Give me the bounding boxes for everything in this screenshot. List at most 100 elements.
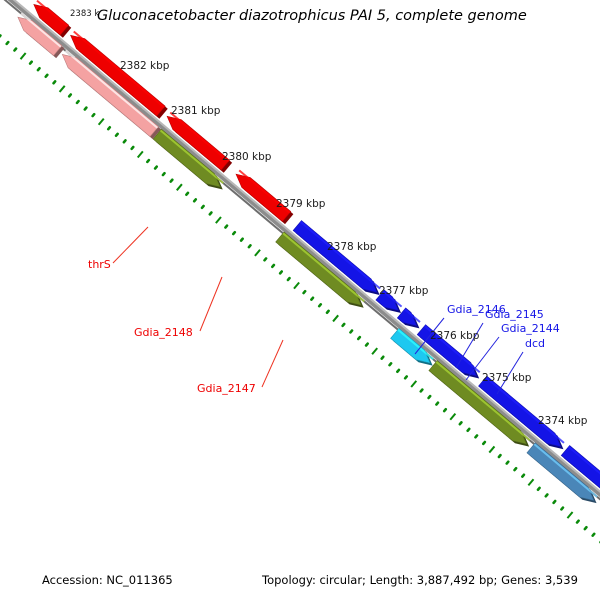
gene-arrow[interactable] — [70, 30, 168, 119]
ruler-minor-tick — [481, 440, 487, 446]
ruler-minor-tick — [224, 224, 229, 229]
axis-tick-label: 2375 kbp — [482, 372, 532, 384]
ruler-minor-tick — [591, 532, 596, 537]
axis-tick-label: 2377 kbp — [379, 285, 429, 297]
gene-body[interactable] — [275, 231, 362, 306]
gene-arrow[interactable] — [375, 289, 403, 313]
gene-arrow[interactable] — [390, 328, 434, 366]
ruler-minor-tick — [83, 106, 88, 111]
ruler-minor-tick — [153, 165, 158, 170]
gene-body[interactable] — [375, 289, 399, 311]
ruler-minor-tick — [474, 434, 479, 439]
gene-arrow[interactable] — [292, 220, 381, 295]
gene-body[interactable] — [292, 220, 378, 293]
ruler-minor-tick — [388, 362, 393, 367]
ruler-minor-tick — [263, 257, 268, 262]
gene-body[interactable] — [396, 307, 418, 327]
ruler-minor-tick — [583, 525, 588, 531]
ruler-minor-tick — [247, 244, 252, 249]
gene-arrow[interactable] — [33, 0, 72, 38]
ruler-minor-tick — [67, 93, 73, 98]
gene-highlight — [169, 111, 230, 163]
ruler-minor-tick — [364, 342, 369, 347]
ruler-minor-tick — [185, 191, 190, 197]
axis-tick-label: 2376 kbp — [430, 330, 480, 342]
gene-label-Gdia_2146[interactable]: Gdia_2146 — [447, 303, 506, 316]
ruler-minor-tick — [91, 112, 96, 118]
gene-arrow[interactable] — [478, 375, 565, 450]
ruler-minor-tick — [106, 126, 112, 131]
gene-highlight — [159, 129, 224, 184]
axis-tick-label: 2374 kbp — [538, 415, 588, 427]
gene-label-dcd[interactable]: dcd — [525, 337, 545, 350]
gene-arrow[interactable] — [17, 12, 65, 59]
gene-body[interactable] — [560, 445, 600, 499]
ruler-minor-tick — [466, 427, 471, 433]
gene-label-leader — [199, 276, 223, 332]
label-leader-lines — [112, 226, 524, 395]
ruler-minor-tick — [419, 388, 424, 393]
ruler-major-tick — [176, 183, 183, 191]
gene-body[interactable] — [152, 128, 221, 188]
ruler-minor-tick — [560, 506, 565, 511]
accession-text: Accession: NC_011365 — [42, 573, 173, 587]
gene-arrow[interactable] — [235, 169, 294, 225]
axis-tick-label: 2383 k — [70, 9, 99, 19]
gene-track[interactable] — [0, 0, 600, 504]
gene-label-leader — [465, 336, 500, 381]
ruler-major-tick — [97, 117, 105, 126]
ruler-minor-tick — [349, 329, 354, 334]
ruler-major-tick — [58, 85, 66, 93]
ruler-minor-tick — [146, 158, 151, 164]
gene-highlight — [382, 290, 403, 308]
ruler-major-tick — [371, 347, 379, 355]
ruler-minor-tick — [317, 303, 323, 308]
gene-label-Gdia_2145[interactable]: Gdia_2145 — [485, 308, 544, 321]
ruler-minor-tick — [403, 375, 409, 380]
gene-body[interactable] — [526, 442, 595, 501]
axis-tick-label: 2379 kbp — [276, 198, 326, 210]
ruler-minor-tick — [192, 198, 198, 203]
gene-body[interactable] — [428, 360, 528, 445]
ruler-major-tick — [566, 511, 574, 519]
gene-arrow[interactable] — [428, 360, 531, 447]
gene-label-Gdia_2144[interactable]: Gdia_2144 — [501, 322, 560, 335]
ruler-major-tick — [254, 249, 261, 257]
gene-highlight — [238, 169, 291, 214]
gene-label-leader — [455, 322, 484, 369]
ruler-minor-tick — [575, 519, 580, 524]
gene-arrow[interactable] — [61, 49, 162, 140]
ruler-minor-tick — [442, 407, 448, 413]
ruler-minor-tick — [380, 355, 385, 360]
gene-highlight — [64, 49, 159, 129]
gene-label-thrS[interactable]: thrS — [88, 258, 111, 271]
gene-body[interactable] — [478, 375, 562, 448]
gene-arrow[interactable] — [166, 111, 233, 173]
gene-arrow[interactable] — [416, 324, 481, 379]
gene-labels[interactable]: thrS Gdia_2148 Gdia_2147 Gdia_2146Gdia_2145… — [88, 258, 560, 395]
gene-body[interactable] — [390, 328, 431, 364]
gene-arrow[interactable] — [396, 307, 421, 329]
ruler-minor-tick — [271, 263, 276, 269]
gene-arrow[interactable] — [526, 442, 598, 504]
gene-highlight — [435, 361, 531, 441]
ruler-minor-tick — [286, 276, 291, 282]
gene-label-Gdia_2148[interactable]: Gdia_2148 — [134, 326, 193, 339]
gene-highlight — [282, 232, 365, 303]
gene-arrow[interactable] — [275, 231, 365, 308]
ruler-minor-tick — [169, 178, 174, 183]
gene-arrow[interactable] — [560, 445, 600, 501]
axis-tick-label: 2378 kbp — [327, 241, 377, 253]
ruler-minor-tick — [458, 421, 463, 426]
ruler-minor-tick — [122, 139, 127, 144]
gene-arrow[interactable] — [152, 128, 224, 190]
gene-label-Gdia_2147[interactable]: Gdia_2147 — [197, 382, 256, 395]
ruler-major-tick — [215, 216, 222, 224]
ruler-minor-tick — [208, 211, 213, 216]
gene-label-leader — [414, 317, 445, 355]
ruler-minor-tick — [231, 230, 237, 236]
page-title: Gluconacetobacter diazotrophicus PAI 5, … — [97, 8, 527, 24]
